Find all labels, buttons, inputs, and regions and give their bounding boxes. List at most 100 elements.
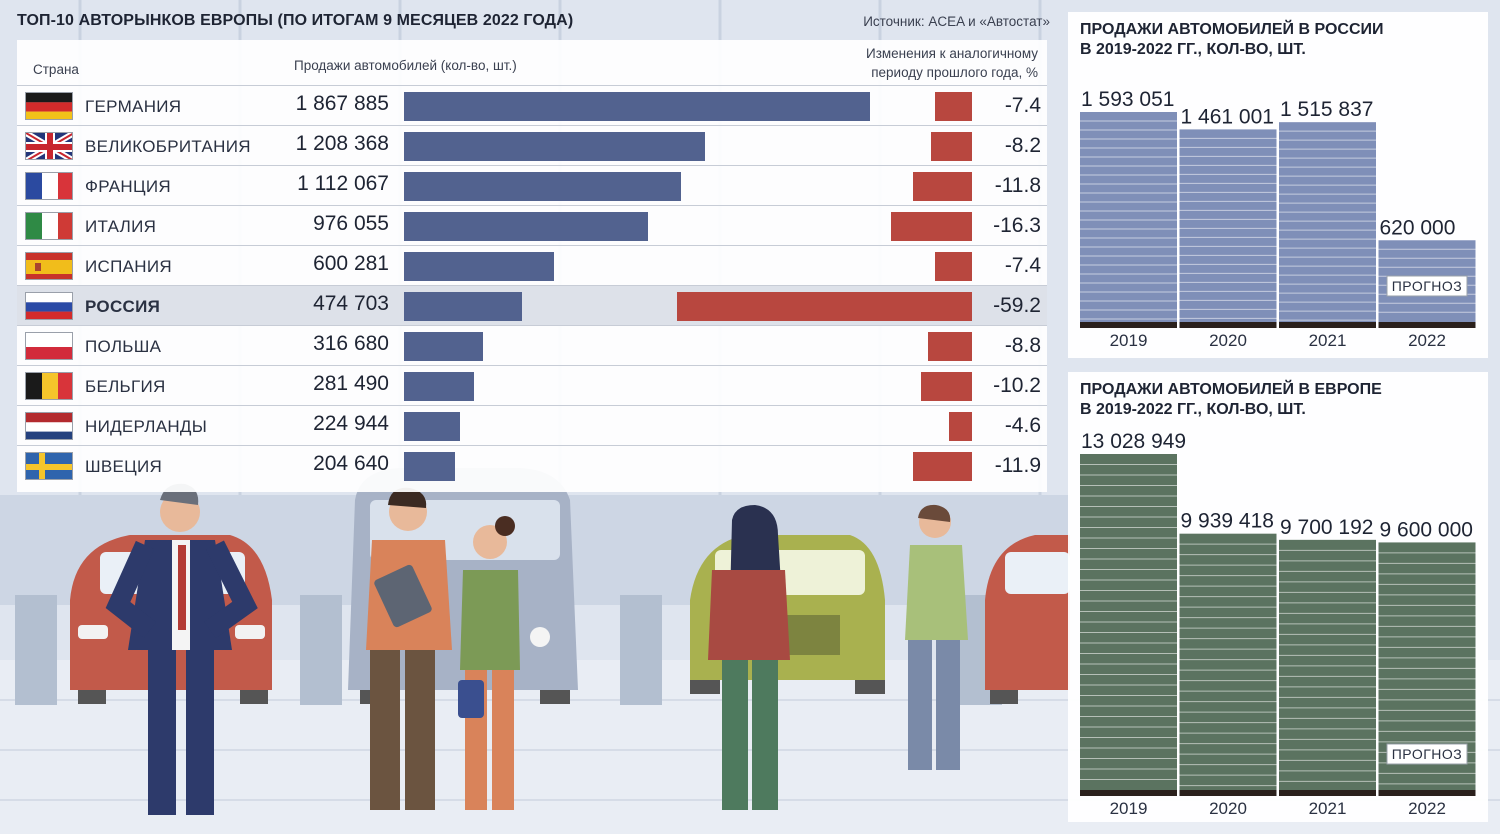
table-row: БЕЛЬГИЯ 281 490 -10.2	[17, 365, 1047, 405]
sales-bar	[404, 452, 456, 481]
france-flag	[25, 172, 73, 200]
country-name: ИТАЛИЯ	[85, 217, 157, 236]
europe-bar	[1279, 539, 1376, 790]
change-bar	[890, 212, 972, 241]
sales-value: 1 208 368	[295, 132, 389, 155]
country-name: ШВЕЦИЯ	[85, 457, 163, 476]
sales-bar	[404, 92, 870, 121]
europe-sales-chart: 13 028 949 2019 9 939 418 2020 9 700 192 2021…	[1080, 430, 1476, 818]
europe-year-label: 2021	[1309, 799, 1347, 818]
change-bar	[677, 292, 972, 321]
europe-value-label: 13 028 949	[1081, 430, 1186, 453]
bar-base	[1179, 322, 1277, 328]
page-title: ТОП-10 АВТОРЫНКОВ ЕВРОПЫ (ПО ИТОГАМ 9 МЕ…	[17, 12, 574, 29]
sales-value: 976 055	[313, 212, 389, 235]
europe-sales-panel: ПРОДАЖИ АВТОМОБИЛЕЙ В ЕВРОПЕ В 2019-2022…	[1068, 372, 1488, 822]
europe-year-label: 2020	[1209, 799, 1247, 818]
table-row: ШВЕЦИЯ 204 640 -11.9	[17, 445, 1047, 485]
change-bar	[931, 132, 972, 161]
russia-chart-title: ПРОДАЖИ АВТОМОБИЛЕЙ В РОССИИ В 2019-2022…	[1080, 20, 1384, 60]
change-bar	[912, 452, 972, 481]
change-value: -59.2	[993, 294, 1041, 317]
europe-chart-title-line1: ПРОДАЖИ АВТОМОБИЛЕЙ В ЕВРОПЕ	[1080, 381, 1382, 398]
column-header-country: Страна	[33, 62, 79, 77]
change-bar	[935, 92, 972, 121]
russia-year-label: 2021	[1309, 331, 1347, 350]
change-bar	[949, 412, 972, 441]
europe-value-label: 9 700 192	[1280, 516, 1373, 539]
sales-bar	[404, 132, 706, 161]
russia-flag	[25, 292, 73, 320]
column-header-change-line2: периоду прошлого года, %	[871, 65, 1038, 80]
sales-bar	[404, 172, 682, 201]
change-value: -10.2	[993, 374, 1041, 397]
bar-base	[1378, 790, 1476, 796]
country-name: ГЕРМАНИЯ	[85, 97, 182, 116]
europe-chart-title-line2: В 2019-2022 ГГ., КОЛ-ВО, ШТ.	[1080, 401, 1306, 418]
europe-chart-title: ПРОДАЖИ АВТОМОБИЛЕЙ В ЕВРОПЕ В 2019-2022…	[1080, 380, 1382, 420]
column-header-change: Изменения к аналогичному периоду прошлог…	[780, 44, 1038, 82]
russia-year-label: 2019	[1110, 331, 1148, 350]
country-name: ИСПАНИЯ	[85, 257, 172, 276]
sales-bar	[404, 372, 475, 401]
change-value: -16.3	[993, 214, 1041, 237]
russia-value-label: 620 000	[1380, 216, 1456, 239]
change-bar	[913, 172, 972, 201]
russia-value-label: 1 593 051	[1081, 88, 1174, 111]
sales-value: 316 680	[313, 332, 389, 355]
bar-base	[1080, 790, 1177, 796]
forecast-label: ПРОГНОЗ	[1392, 746, 1463, 762]
table-row: ИТАЛИЯ 976 055 -16.3	[17, 205, 1047, 245]
sales-bar	[404, 212, 648, 241]
russia-sales-chart: 1 593 051 2019 1 461 001 2020 1 515 837 2021 6…	[1080, 88, 1476, 350]
change-value: -8.8	[1004, 334, 1041, 357]
table-row: ФРАНЦИЯ 1 112 067 -11.8	[17, 165, 1047, 205]
forecast-label: ПРОГНОЗ	[1392, 278, 1463, 294]
sales-bar	[404, 252, 554, 281]
bar-base	[1378, 322, 1476, 328]
sales-value: 281 490	[313, 372, 389, 395]
change-bar	[928, 332, 972, 361]
table-row: ИСПАНИЯ 600 281 -7.4	[17, 245, 1047, 285]
table-row: РОССИЯ 474 703 -59.2	[17, 285, 1047, 325]
bar-base	[1080, 322, 1177, 328]
europe-value-label: 9 600 000	[1380, 518, 1473, 541]
russia-value-label: 1 461 001	[1181, 105, 1274, 128]
forecast-badge	[1386, 743, 1468, 765]
sales-bar	[404, 332, 483, 361]
russia-chart-title-line1: ПРОДАЖИ АВТОМОБИЛЕЙ В РОССИИ	[1080, 21, 1384, 38]
russia-chart-title-line2: В 2019-2022 ГГ., КОЛ-ВО, ШТ.	[1080, 41, 1306, 58]
sales-value: 474 703	[313, 292, 389, 315]
country-name: РОССИЯ	[85, 297, 161, 316]
country-name: ФРАНЦИЯ	[85, 177, 171, 196]
sales-value: 224 944	[313, 412, 389, 435]
russia-year-label: 2022	[1408, 331, 1446, 350]
europe-year-label: 2019	[1110, 799, 1148, 818]
bar-base	[1279, 790, 1376, 796]
country-name: НИДЕРЛАНДЫ	[85, 417, 208, 436]
sweden-flag	[25, 452, 73, 480]
russia-sales-panel: ПРОДАЖИ АВТОМОБИЛЕЙ В РОССИИ В 2019-2022…	[1068, 12, 1488, 358]
column-header-sales: Продажи автомобилей (кол-во, шт.)	[294, 58, 517, 73]
country-name: БЕЛЬГИЯ	[85, 377, 166, 396]
table-row: НИДЕРЛАНДЫ 224 944 -4.6	[17, 405, 1047, 445]
russia-bar	[1080, 112, 1177, 322]
bar-base	[1179, 790, 1277, 796]
italy-flag	[25, 212, 73, 240]
table-row: ПОЛЬША 316 680 -8.8	[17, 325, 1047, 365]
sales-value: 204 640	[313, 452, 389, 475]
sales-value: 600 281	[313, 252, 389, 275]
sales-value: 1 867 885	[295, 92, 389, 115]
table-row: ВЕЛИКОБРИТАНИЯ 1 208 368 -8.2	[17, 125, 1047, 165]
germany-flag	[25, 92, 73, 120]
column-header-change-line1: Изменения к аналогичному	[865, 46, 1038, 61]
change-value: -7.4	[1004, 94, 1041, 117]
sales-bar	[404, 412, 461, 441]
spain-flag	[25, 252, 73, 280]
change-value: -11.8	[994, 174, 1041, 197]
change-value: -8.2	[1004, 134, 1041, 157]
bar-base	[1279, 322, 1376, 328]
netherlands-flag	[25, 412, 73, 440]
change-value: -7.4	[1004, 254, 1041, 277]
change-value: -4.6	[1004, 414, 1041, 437]
